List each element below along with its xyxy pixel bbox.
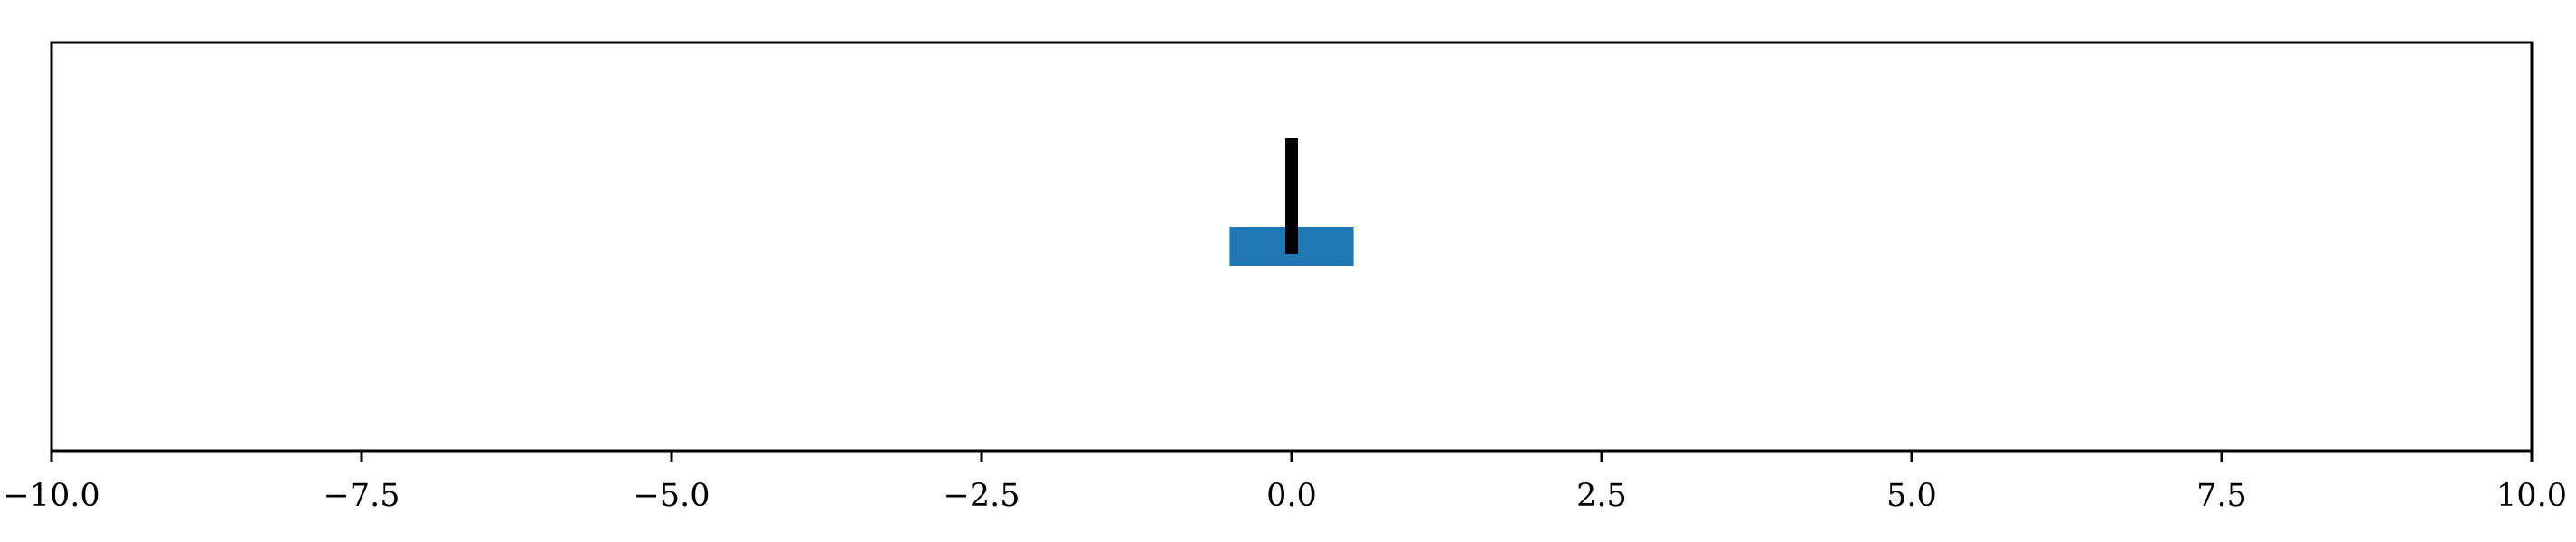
x-tick-label: 0.0 bbox=[1266, 478, 1317, 514]
x-tick-label: 2.5 bbox=[1576, 478, 1627, 514]
x-tick-label: 5.0 bbox=[1886, 478, 1937, 514]
x-axis: −10.0 −7.5 −5.0 −2.5 0.0 2.5 5.0 7.5 10.0 bbox=[3, 451, 2567, 514]
x-tick-label: −7.5 bbox=[324, 478, 400, 514]
x-tick-label: −10.0 bbox=[3, 478, 99, 514]
marker-line-0 bbox=[1285, 138, 1298, 254]
x-tick-label: 10.0 bbox=[2496, 478, 2567, 514]
markers-layer bbox=[1285, 138, 1298, 254]
x-tick-label: 7.5 bbox=[2196, 478, 2247, 514]
x-tick-label: −5.0 bbox=[634, 478, 710, 514]
x-tick-label: −2.5 bbox=[944, 478, 1020, 514]
